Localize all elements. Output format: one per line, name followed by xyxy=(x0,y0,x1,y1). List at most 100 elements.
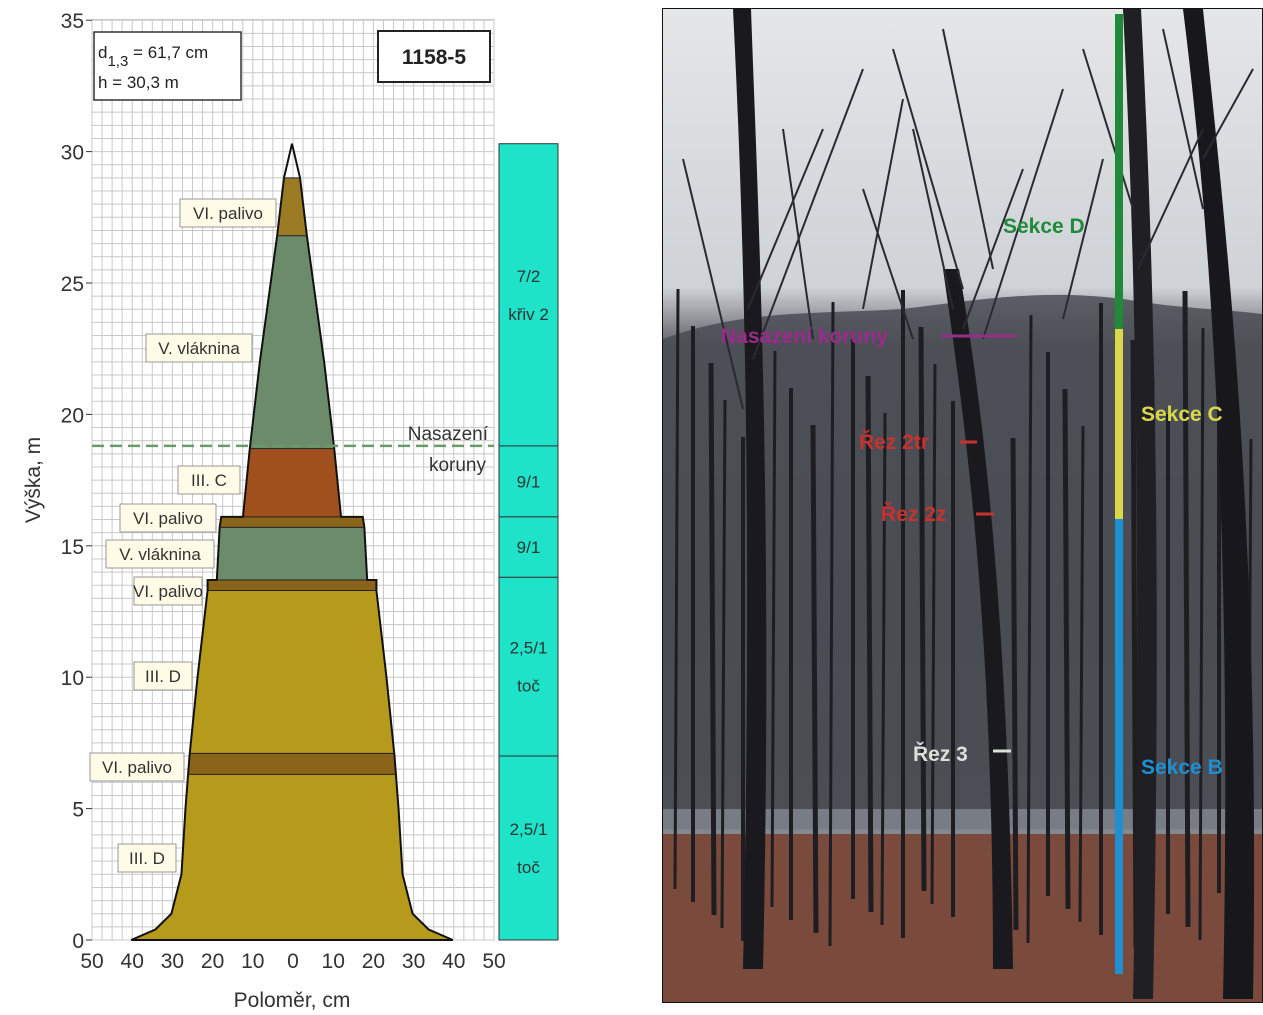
forest-photo: Sekce D Sekce C Sekce B Nasazení koruny … xyxy=(662,8,1263,1003)
label-sekce-b: Sekce B xyxy=(1141,756,1223,779)
assortment-block xyxy=(498,445,559,518)
segment-label-box xyxy=(105,539,215,569)
assortment-label: 9/1 xyxy=(517,538,541,557)
tree-trunk xyxy=(810,424,819,934)
tree-trunk xyxy=(943,269,1013,969)
tree-trunks xyxy=(673,9,1255,999)
label-rez-3: Řez 3 xyxy=(913,742,968,766)
tree-id-box xyxy=(377,30,491,83)
stem-segment xyxy=(131,753,453,775)
assortment-block xyxy=(498,143,559,447)
y-tick-label: 10 xyxy=(61,667,84,690)
y-tick-label: 0 xyxy=(72,930,84,953)
x-tick-label: 20 xyxy=(362,950,385,973)
segment-label-box xyxy=(89,752,185,782)
tree-branch xyxy=(892,48,964,290)
segment-label: V. vláknina xyxy=(158,339,240,358)
tree-branch xyxy=(782,128,814,340)
segment-label: V. vláknina xyxy=(119,545,201,564)
info-box xyxy=(93,31,242,101)
tree-trunk xyxy=(673,288,680,890)
assortment-label: 2,5/1 xyxy=(510,820,548,839)
segment-label: VI. palivo xyxy=(102,758,172,777)
segment-label-box xyxy=(117,843,177,873)
tree-trunk xyxy=(720,399,727,929)
tree-trunk xyxy=(880,412,887,926)
tree-trunk xyxy=(770,350,777,908)
assortment-block xyxy=(498,755,559,941)
x-tick-label: 10 xyxy=(241,950,264,973)
segment-label-box xyxy=(145,333,253,363)
stem-diagram-svg: Nasazení koruny VI. palivo V. vláknina III… xyxy=(22,10,559,1012)
stem-outline xyxy=(130,143,454,941)
segment-label: III. D xyxy=(145,667,181,686)
x-tick-label: 50 xyxy=(80,950,103,973)
tree-branch xyxy=(1202,68,1254,160)
tree-trunk xyxy=(1130,339,1139,949)
assortment-block xyxy=(498,516,559,578)
x-tick-label: 40 xyxy=(121,950,144,973)
info-height: h = 30,3 m xyxy=(98,73,179,92)
segment-label-box xyxy=(119,503,217,533)
y-tick-label: 30 xyxy=(61,142,84,165)
assortment-label: křiv 2 xyxy=(508,305,549,324)
stem-diagram: Nasazení koruny VI. palivo V. vláknina III… xyxy=(0,0,600,1015)
y-tick-label: 5 xyxy=(72,799,84,822)
segment-label: VI. palivo xyxy=(133,582,203,601)
assortment-label: 2,5/1 xyxy=(510,639,548,658)
tree-trunk xyxy=(708,362,717,916)
segment-label-box xyxy=(133,576,203,606)
segment-label: VI. palivo xyxy=(133,509,203,528)
segment-label: III. D xyxy=(129,849,165,868)
label-rez-2tr: Řez 2tr xyxy=(859,430,929,454)
tree-branch xyxy=(862,98,904,310)
x-tick-label: 10 xyxy=(322,950,345,973)
label-sekce-d: Sekce D xyxy=(1003,215,1085,238)
tree-branches xyxy=(682,28,1254,410)
assortment-label: toč xyxy=(517,677,540,696)
y-tick-label: 35 xyxy=(61,10,84,33)
x-tick-label: 30 xyxy=(161,950,184,973)
tree-trunk xyxy=(828,301,835,947)
tree-trunk xyxy=(865,375,874,913)
assortment-label: toč xyxy=(517,858,540,877)
tree-trunk xyxy=(1026,314,1033,944)
tree-trunk xyxy=(733,9,767,969)
tree-branch xyxy=(1082,48,1134,210)
tree-trunk xyxy=(930,363,937,905)
x-tick-label: 30 xyxy=(402,950,425,973)
tree-branch xyxy=(942,28,994,270)
tree-branch xyxy=(682,158,744,410)
tree-trunk xyxy=(1183,9,1255,999)
y-tick-label: 25 xyxy=(61,273,84,296)
tree-branch xyxy=(1137,128,1204,270)
y-tick-label: 20 xyxy=(61,404,84,427)
y-axis-label: Výška, m xyxy=(22,437,45,523)
tree-trunk xyxy=(1123,9,1157,999)
x-axis-ticks: 50 40 30 20 10 0 10 20 30 40 50 xyxy=(80,950,505,973)
crown-label-1: Nasazení xyxy=(408,424,489,445)
y-tick-label: 15 xyxy=(61,536,84,559)
tree-branch xyxy=(1062,158,1104,320)
tree-trunk xyxy=(918,326,927,892)
tree-trunk xyxy=(1198,327,1205,941)
label-sekce-c: Sekce C xyxy=(1141,403,1223,426)
assortment-column: 7/2 křiv 2 9/1 9/1 2,5/1 toč 2,5/1 toč xyxy=(498,143,559,941)
tree-trunk xyxy=(1062,388,1071,910)
x-tick-label: 50 xyxy=(482,950,505,973)
segment-label-box xyxy=(179,198,277,228)
stem-segment xyxy=(131,516,453,528)
tree-branch xyxy=(747,128,824,310)
tree-trunk xyxy=(1010,437,1019,931)
tree-branch xyxy=(982,88,1064,340)
tree-branch xyxy=(912,128,954,310)
x-tick-label: 40 xyxy=(442,950,465,973)
segment-label-box xyxy=(177,465,241,495)
x-axis-label: Poloměr, cm xyxy=(234,989,351,1012)
tree-branch xyxy=(1162,28,1204,210)
assortment-block xyxy=(498,576,559,757)
tree-trunk xyxy=(1078,425,1085,923)
segment-label: III. C xyxy=(191,471,227,490)
tree-branch xyxy=(962,168,1024,330)
forest-photo-svg: Sekce D Sekce C Sekce B Nasazení koruny … xyxy=(663,9,1262,1002)
